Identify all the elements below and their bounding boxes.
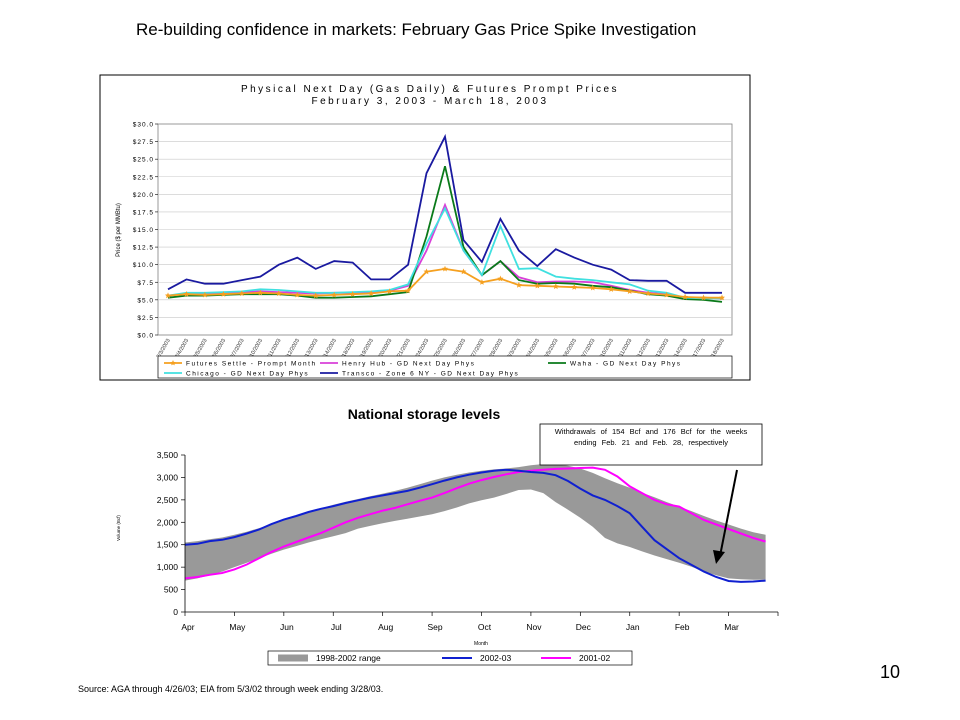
price-y-tick-label: $7.5 xyxy=(137,280,154,287)
price-series-point-0 xyxy=(442,265,448,272)
price-series-point-0 xyxy=(589,284,596,291)
price-y-tick-label: $17.5 xyxy=(133,209,154,216)
price-series-point-0 xyxy=(183,291,190,297)
price-series-point-0 xyxy=(682,293,689,300)
price-series-point-0 xyxy=(257,289,264,296)
storage-chart-title: National storage levels xyxy=(348,406,501,422)
storage-y-tick-label: 0 xyxy=(173,607,178,617)
storage-y-tick-label: 2,500 xyxy=(157,495,179,505)
withdrawal-annotation-text: Withdrawals of 154 Bcf and 176 Bcf for t… xyxy=(554,427,748,447)
storage-legend-swatch xyxy=(278,654,308,662)
storage-y-tick-label: 1,000 xyxy=(157,562,179,572)
price-series-point-0 xyxy=(534,282,541,289)
price-series-point-0 xyxy=(719,294,725,301)
annotation-arrow-head xyxy=(713,550,725,564)
price-series-point-0 xyxy=(571,284,578,290)
storage-x-tick-label: Dec xyxy=(576,622,592,632)
price-y-tick-label: $20.0 xyxy=(133,192,154,199)
storage-series-line-1 xyxy=(184,468,766,583)
storage-x-tick-label: Feb xyxy=(675,622,690,632)
price-y-tick-label: $0.0 xyxy=(137,333,154,340)
price-series-point-0 xyxy=(312,292,319,299)
storage-x-tick-label: Jul xyxy=(331,622,342,632)
price-y-tick-label: $12.5 xyxy=(133,245,154,252)
price-y-tick-label: $15.0 xyxy=(133,227,154,234)
price-legend xyxy=(157,355,733,379)
price-series-point-0 xyxy=(294,291,301,298)
price-series-point-0 xyxy=(238,290,245,297)
storage-legend-label: 1998-2002 range xyxy=(316,653,381,663)
storage-range-band xyxy=(185,464,766,581)
annotation-arrow-shaft xyxy=(719,469,738,557)
price-series-point-0 xyxy=(331,291,338,298)
storage-x-tick-label: Jan xyxy=(626,622,640,632)
price-y-tick-label: $27.5 xyxy=(133,139,154,146)
price-legend-label: Waha - GD Next Day Phys xyxy=(570,360,682,367)
price-series-point-0 xyxy=(608,286,615,292)
price-legend-marker xyxy=(170,360,176,366)
storage-x-tick-label: Aug xyxy=(378,622,393,632)
price-series-point-0 xyxy=(349,291,356,297)
price-chart-title: Physical Next Day (Gas Daily) & Futures … xyxy=(241,84,619,95)
price-legend-label: Futures Settle - Prompt Month xyxy=(186,360,317,367)
price-chart: Physical Next Day (Gas Daily) & Futures … xyxy=(99,74,751,381)
price-chart-subtitle: February 3, 2003 - March 18, 2003 xyxy=(311,96,548,107)
price-series-line-4 xyxy=(167,133,722,294)
price-series-point-0 xyxy=(405,287,412,294)
price-series-point-0 xyxy=(386,288,393,294)
price-y-tick-label: $22.5 xyxy=(133,174,154,181)
price-series-point-0 xyxy=(460,268,467,275)
source-note: Source: AGA through 4/26/03; EIA from 5/… xyxy=(78,684,384,694)
price-series-point-0 xyxy=(497,275,504,282)
storage-x-tick-label: Nov xyxy=(526,622,542,632)
storage-y-tick-label: 3,500 xyxy=(157,450,179,460)
price-y-tick-label: $30.0 xyxy=(133,122,154,129)
price-y-tick-label: $10.0 xyxy=(133,262,154,269)
price-y-axis-label: Price ($ per MMBtu) xyxy=(116,203,122,257)
storage-x-tick-label: Jun xyxy=(280,622,294,632)
price-series-point-0 xyxy=(663,291,670,298)
page-number: 10 xyxy=(880,662,901,682)
price-legend-label: Chicago - GD Next Day Phys xyxy=(186,370,309,377)
storage-legend-label: 2001-02 xyxy=(579,653,610,663)
storage-x-tick-label: Oct xyxy=(478,622,492,632)
price-series-point-0 xyxy=(423,268,430,275)
storage-series-line-2 xyxy=(184,466,766,580)
storage-legend-label: 2002-03 xyxy=(480,653,511,663)
storage-x-tick-label: May xyxy=(229,622,246,632)
price-y-tick-label: $2.5 xyxy=(137,315,154,322)
price-legend-label: Henry Hub - GD Next Day Phys xyxy=(342,360,475,367)
storage-y-tick-label: 1,500 xyxy=(157,540,179,550)
storage-x-tick-label: Mar xyxy=(724,622,739,632)
price-y-tick-label: $25.0 xyxy=(133,157,154,164)
price-series-point-0 xyxy=(220,291,227,297)
storage-y-tick-label: 3,000 xyxy=(157,472,179,482)
price-y-tick-label: $5.0 xyxy=(137,297,154,304)
price-series-point-0 xyxy=(275,290,282,297)
price-series-point-0 xyxy=(368,290,375,297)
storage-x-axis-label: Month xyxy=(474,641,488,647)
storage-y-axis-label: Volume (Bcf) xyxy=(116,515,121,541)
price-series-point-0 xyxy=(515,281,522,288)
withdrawal-annotation-box xyxy=(539,423,763,466)
price-series-point-0 xyxy=(552,283,559,290)
price-series-point-0 xyxy=(626,288,633,294)
price-series-point-0 xyxy=(201,291,208,298)
storage-y-tick-label: 2,000 xyxy=(157,517,179,527)
storage-y-tick-label: 500 xyxy=(164,585,178,595)
price-legend-label: Transco - Zone 6 NY - GD Next Day Phys xyxy=(342,370,519,377)
storage-x-tick-label: Sep xyxy=(428,622,443,632)
price-series-point-0 xyxy=(645,290,652,297)
storage-x-tick-label: Apr xyxy=(181,622,194,632)
price-series-point-0 xyxy=(478,279,485,285)
price-series-point-0 xyxy=(700,294,707,301)
price-series-point-0 xyxy=(165,292,171,299)
price-series-line-3 xyxy=(167,206,722,300)
slide-title: Re-building confidence in markets: Febru… xyxy=(136,20,697,39)
